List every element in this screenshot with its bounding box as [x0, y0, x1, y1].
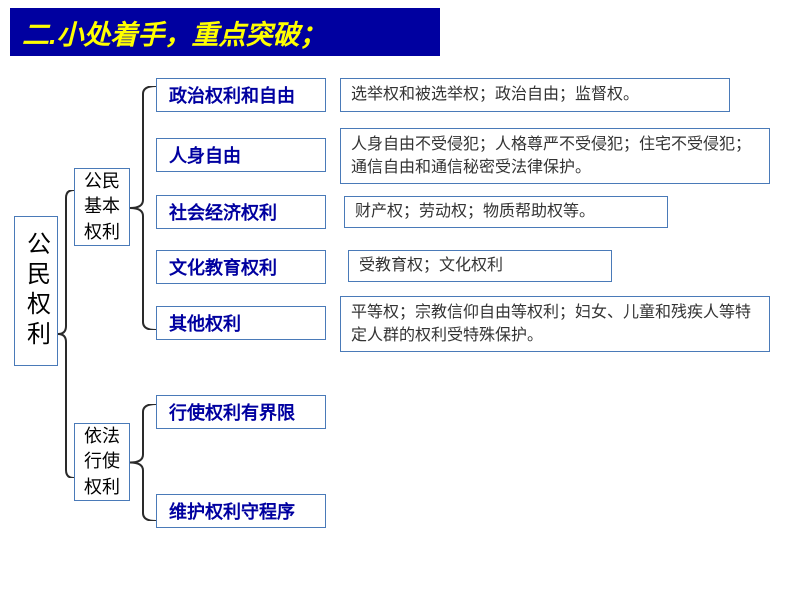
category-node: 文化教育权利	[156, 250, 326, 284]
root-label: 公民权利	[19, 231, 54, 351]
category-node: 行使权利有界限	[156, 395, 326, 429]
page-title: 二.小处着手，重点突破；	[22, 13, 327, 52]
level2-node-basic: 公民 基本 权利	[74, 168, 130, 246]
detail-node: 平等权；宗教信仰自由等权利；妇女、儿童和残疾人等特定人群的权利受特殊保护。	[340, 296, 770, 352]
level2-node-exercise: 依法 行使 权利	[74, 423, 130, 501]
category-node: 维护权利守程序	[156, 494, 326, 528]
bracket-root	[58, 190, 74, 478]
detail-node: 财产权；劳动权；物质帮助权等。	[344, 196, 668, 228]
detail-node: 选举权和被选举权；政治自由；监督权。	[340, 78, 730, 112]
detail-node: 人身自由不受侵犯；人格尊严不受侵犯；住宅不受侵犯；通信自由和通信秘密受法律保护。	[340, 128, 770, 184]
category-node: 其他权利	[156, 306, 326, 340]
bracket-exercise	[130, 404, 156, 521]
title-bar: 二.小处着手，重点突破；	[10, 8, 440, 56]
detail-node: 受教育权；文化权利	[348, 250, 612, 282]
category-node: 政治权利和自由	[156, 78, 326, 112]
root-node: 公民权利	[14, 216, 58, 366]
category-node: 社会经济权利	[156, 195, 326, 229]
category-node: 人身自由	[156, 138, 326, 172]
bracket-basic	[130, 86, 156, 330]
